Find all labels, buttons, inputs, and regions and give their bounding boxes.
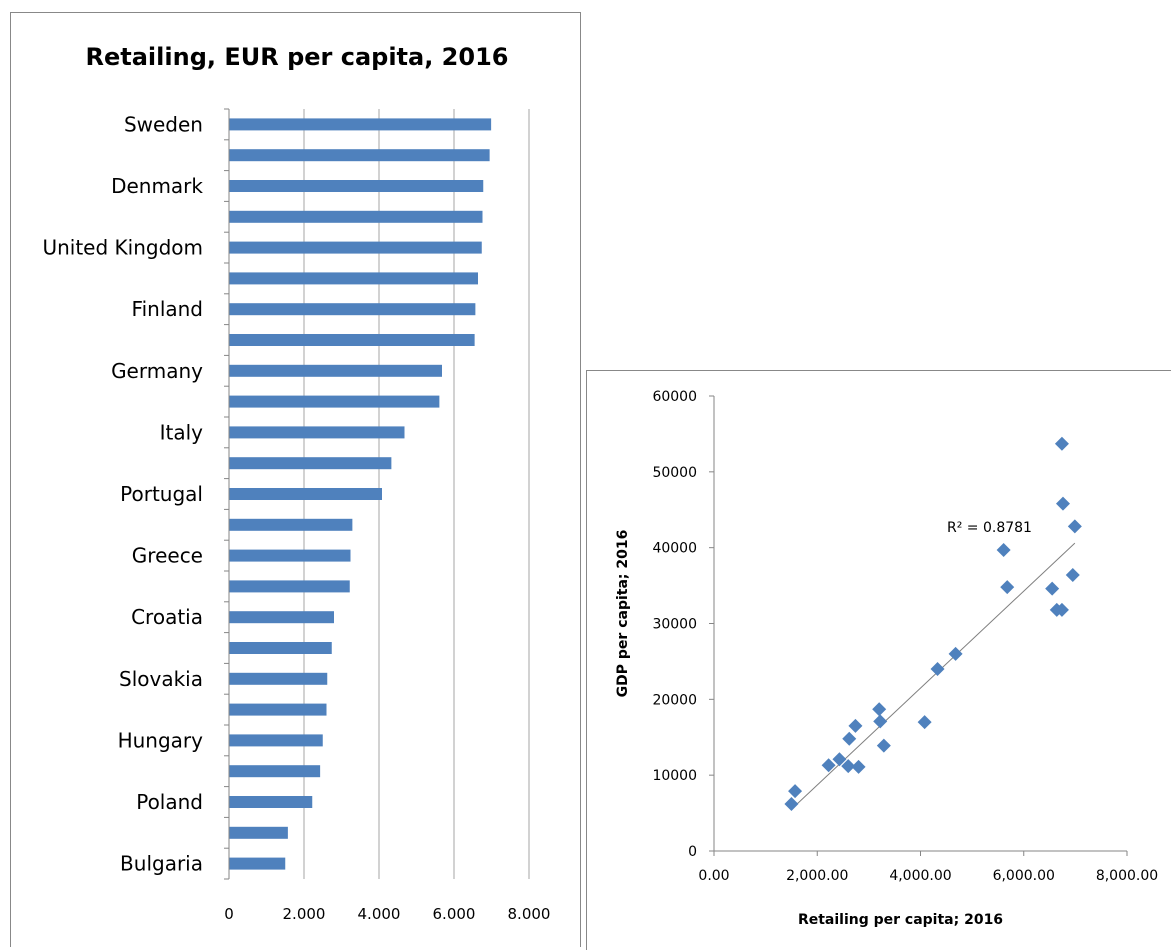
data-point — [873, 714, 888, 729]
y-tick-label: 0 — [688, 844, 697, 860]
bar — [229, 457, 392, 470]
x-tick-label: 0.00 — [698, 868, 729, 884]
y-tick-label: 30000 — [652, 617, 697, 633]
x-tick-label: 6,000.00 — [993, 868, 1055, 884]
data-point — [851, 759, 866, 774]
data-point — [842, 731, 857, 746]
data-point — [930, 662, 945, 676]
data-point — [1067, 519, 1082, 534]
category-label: United Kingdom — [42, 236, 203, 260]
bar — [229, 826, 288, 839]
bar — [229, 580, 350, 593]
x-tick-label: 2.000 — [283, 905, 326, 923]
bar — [229, 180, 484, 192]
bar — [229, 334, 475, 346]
bar — [229, 765, 321, 778]
data-point — [876, 738, 891, 753]
data-point — [1054, 602, 1069, 617]
data-point — [996, 542, 1011, 557]
data-point — [872, 702, 887, 717]
category-label: Greece — [132, 544, 203, 568]
bar-chart-panel: Retailing, EUR per capita, 2016 Sweden Den… — [10, 12, 581, 947]
x-axis-title: Retailing per capita; 2016 — [798, 912, 1003, 928]
bar — [229, 734, 323, 747]
scatter-chart: 0 10000 20000 30000 40000 50000 60000 0.00 2,000… — [615, 389, 1158, 928]
bar — [229, 272, 478, 285]
data-point — [788, 784, 803, 799]
data-point — [948, 646, 963, 661]
data-point — [1045, 581, 1060, 596]
chart-title: Retailing, EUR per capita, 2016 — [86, 43, 509, 71]
category-label: Germany — [111, 359, 203, 383]
data-point — [821, 758, 836, 773]
category-label: Hungary — [118, 728, 204, 752]
y-tick-label: 40000 — [652, 541, 697, 557]
category-label: Finland — [132, 297, 203, 321]
category-label: Italy — [160, 420, 204, 444]
bar — [229, 118, 492, 131]
trendline — [791, 542, 1076, 810]
bar — [229, 395, 440, 408]
bar — [229, 488, 382, 500]
bar — [229, 303, 476, 316]
data-point — [1055, 496, 1070, 511]
x-tick-label: 4,000.00 — [889, 868, 951, 884]
data-point — [917, 715, 932, 730]
category-label: Bulgaria — [120, 852, 203, 876]
y-tick-label: 20000 — [652, 692, 697, 708]
x-tick-label: 0 — [224, 905, 234, 923]
category-label: Denmark — [111, 174, 203, 198]
bar — [229, 149, 490, 162]
x-tick-label: 8,000.00 — [1096, 868, 1158, 884]
x-tick-label: 4.000 — [358, 905, 401, 923]
bar — [229, 672, 328, 685]
data-point — [841, 759, 856, 774]
y-tick-label: 10000 — [652, 768, 697, 784]
bar — [229, 518, 353, 531]
category-label: Poland — [136, 790, 203, 814]
data-point — [1000, 580, 1015, 595]
y-tick-label: 50000 — [652, 465, 697, 481]
bar-chart: Retailing, EUR per capita, 2016 Sweden Den… — [42, 43, 551, 923]
scatter-chart-panel: 0 10000 20000 30000 40000 50000 60000 0.00 2,000… — [586, 370, 1171, 950]
bar — [229, 703, 327, 716]
y-tick-label: 60000 — [652, 389, 697, 405]
bar — [229, 611, 334, 624]
bar — [229, 241, 482, 254]
data-point — [848, 718, 863, 733]
bar — [229, 549, 351, 562]
bar — [229, 642, 332, 654]
category-label: Slovakia — [119, 667, 203, 691]
x-tick-label: 8.000 — [508, 905, 551, 923]
x-tick-label: 6.000 — [433, 905, 476, 923]
category-label: Portugal — [120, 482, 203, 506]
category-label: Sweden — [124, 112, 203, 136]
data-point — [784, 796, 799, 811]
x-tick-label: 2,000.00 — [786, 868, 848, 884]
bar — [229, 857, 286, 870]
y-axis-title: GDP per capita; 2016 — [615, 530, 631, 698]
data-point — [1065, 567, 1080, 582]
bar — [229, 364, 442, 377]
bar — [229, 796, 313, 808]
bar — [229, 210, 483, 223]
data-point — [1054, 436, 1069, 451]
data-point — [832, 752, 847, 767]
category-label: Croatia — [131, 605, 203, 629]
r-squared-label: R² = 0.8781 — [947, 520, 1032, 536]
bar — [229, 426, 405, 439]
